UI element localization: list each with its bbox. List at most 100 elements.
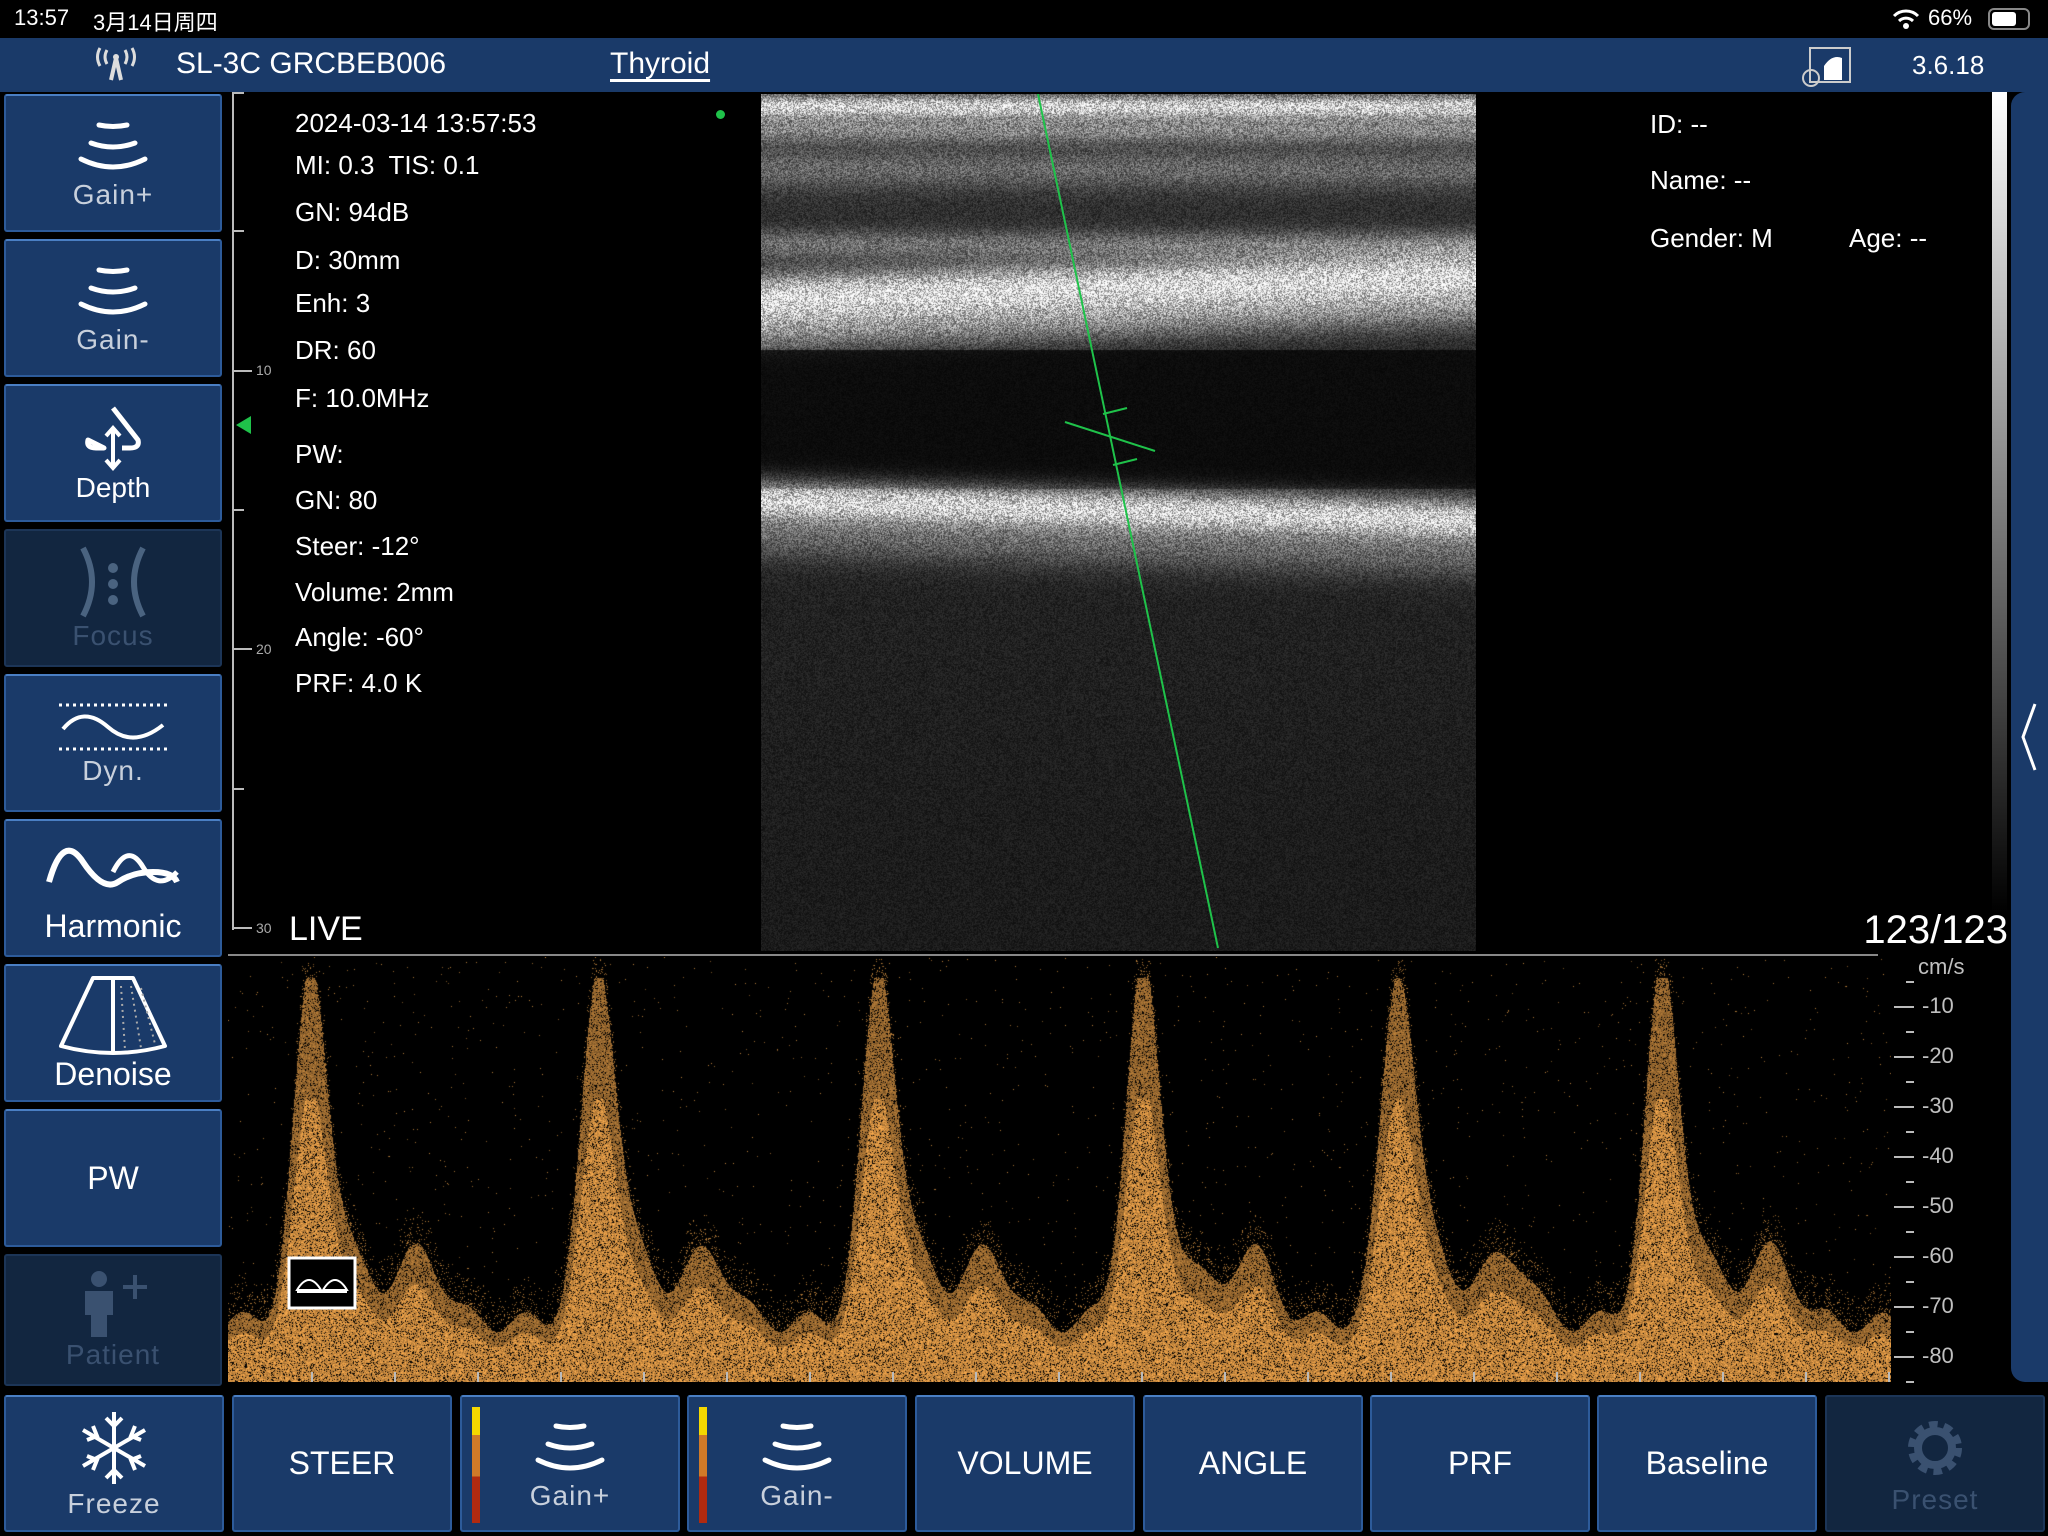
denoise-button[interactable]: Denoise <box>4 964 222 1102</box>
prf-button[interactable]: PRF <box>1370 1395 1590 1532</box>
prf-readout: PRF: 4.0 K <box>295 668 422 699</box>
dynamic-range-button[interactable]: Dyn. <box>4 674 222 812</box>
orientation-dot <box>716 110 725 119</box>
frame-counter: 123/123 <box>1863 908 2008 953</box>
velocity-major-tick <box>1894 1006 1914 1008</box>
velocity-major-tick <box>1894 1106 1914 1108</box>
live-indicator: LIVE <box>289 910 363 949</box>
time-tick <box>1058 1372 1060 1382</box>
time-tick <box>1390 1372 1392 1382</box>
velocity-major-tick <box>1894 1306 1914 1308</box>
volume-label: VOLUME <box>957 1445 1092 1482</box>
harmonic-button[interactable]: Harmonic <box>4 819 222 957</box>
gear-icon <box>1899 1412 1971 1484</box>
depth-tick <box>232 648 252 650</box>
spectrum-baseline <box>228 954 1878 956</box>
focus-marker-icon <box>236 416 251 434</box>
angle-label: ANGLE <box>1199 1445 1307 1482</box>
depth-button[interactable]: Depth <box>4 384 222 522</box>
doppler-cursor-line[interactable] <box>761 94 1476 951</box>
angle-button[interactable]: ANGLE <box>1143 1395 1363 1532</box>
baseline-label: Baseline <box>1646 1445 1769 1482</box>
depth-icon <box>78 402 148 472</box>
denoise-label: Denoise <box>54 1056 171 1093</box>
volume-button[interactable]: VOLUME <box>915 1395 1135 1532</box>
gain-plus-button[interactable]: Gain+ <box>4 94 222 232</box>
velocity-major-tick <box>1894 1156 1914 1158</box>
depth-tick <box>232 927 252 929</box>
bmode-thumbnail-icon[interactable] <box>287 1256 357 1314</box>
gain-minus-label: Gain- <box>76 324 149 356</box>
dynamic-range-readout: DR: 60 <box>295 335 376 366</box>
steer-label: STEER <box>289 1445 396 1482</box>
gain-plus-label: Gain+ <box>73 179 154 211</box>
patient-button[interactable]: Patient <box>4 1254 222 1386</box>
velocity-label: -70 <box>1922 1293 1954 1319</box>
pw-gain-plus-button[interactable]: Gain+ <box>460 1395 680 1532</box>
time-tick <box>892 1372 894 1382</box>
velocity-minor-tick <box>1906 1031 1914 1033</box>
focus-label: Focus <box>72 620 153 652</box>
time-tick <box>975 1372 977 1382</box>
pw-button[interactable]: PW <box>4 1109 222 1247</box>
velocity-minor-tick <box>1906 1281 1914 1283</box>
velocity-label: -10 <box>1922 993 1954 1019</box>
gain-minus-icon <box>747 1416 847 1480</box>
depth-label: 30 <box>256 920 272 936</box>
time-tick <box>726 1372 728 1382</box>
steer-button[interactable]: STEER <box>232 1395 452 1532</box>
freeze-button[interactable]: Freeze <box>4 1395 224 1532</box>
dynamic-range-label: Dyn. <box>82 755 144 787</box>
enhance-readout: Enh: 3 <box>295 288 370 319</box>
focus-button[interactable]: Focus <box>4 529 222 667</box>
side-panel-toggle[interactable] <box>2011 92 2048 1382</box>
velocity-label: -40 <box>1922 1143 1954 1169</box>
depth-ruler-axis <box>232 92 234 930</box>
frequency-readout: F: 10.0MHz <box>295 383 429 414</box>
harmonic-label: Harmonic <box>45 908 182 945</box>
freeze-label: Freeze <box>67 1488 160 1520</box>
time-tick <box>1639 1372 1641 1382</box>
time-tick <box>311 1372 313 1382</box>
baseline-button[interactable]: Baseline <box>1597 1395 1817 1532</box>
volume-readout: Volume: 2mm <box>295 577 454 608</box>
gain-level-bar <box>699 1407 707 1523</box>
preset-label: Preset <box>1892 1484 1979 1516</box>
time-tick <box>1805 1372 1807 1382</box>
patient-label: Patient <box>66 1339 160 1371</box>
pw-gain-readout: GN: 80 <box>295 485 377 516</box>
preset-button[interactable]: Preset <box>1825 1395 2045 1532</box>
prf-label: PRF <box>1448 1445 1512 1482</box>
patient-age: Age: -- <box>1849 223 1927 254</box>
device-name: SL-3C GRCBEB006 <box>176 47 446 81</box>
screenshot-export-icon[interactable] <box>1802 44 1854 88</box>
time-tick <box>1888 1372 1890 1382</box>
time-tick <box>1307 1372 1309 1382</box>
velocity-label: -20 <box>1922 1043 1954 1069</box>
status-bar: 13:57 3月14日周四 66% <box>0 0 2048 38</box>
velocity-major-tick <box>1894 1056 1914 1058</box>
pw-title: PW: <box>295 439 344 470</box>
pw-gain-minus-button[interactable]: Gain- <box>687 1395 907 1532</box>
time-tick <box>1473 1372 1475 1382</box>
wifi-icon <box>1892 8 1920 30</box>
denoise-icon <box>53 974 173 1056</box>
velocity-major-tick <box>1894 1356 1914 1358</box>
harmonic-icon <box>43 832 183 908</box>
battery-icon <box>1988 8 2030 30</box>
gain-minus-button[interactable]: Gain- <box>4 239 222 377</box>
velocity-major-tick <box>1894 1206 1914 1208</box>
depth-label: Depth <box>76 472 151 504</box>
patient-gender: Gender: M <box>1650 223 1773 254</box>
gain-minus-icon <box>63 260 163 324</box>
preset-name[interactable]: Thyroid <box>610 47 710 81</box>
gain-readout: GN: 94dB <box>295 197 409 228</box>
time-tick <box>1722 1372 1724 1382</box>
chevron-left-icon <box>2019 702 2039 772</box>
status-date: 3月14日周四 <box>93 5 218 37</box>
pw-gain-plus-label: Gain+ <box>530 1480 611 1512</box>
time-tick <box>477 1372 479 1382</box>
velocity-label: -60 <box>1922 1243 1954 1269</box>
gain-plus-icon <box>520 1416 620 1480</box>
velocity-label: -80 <box>1922 1343 1954 1369</box>
